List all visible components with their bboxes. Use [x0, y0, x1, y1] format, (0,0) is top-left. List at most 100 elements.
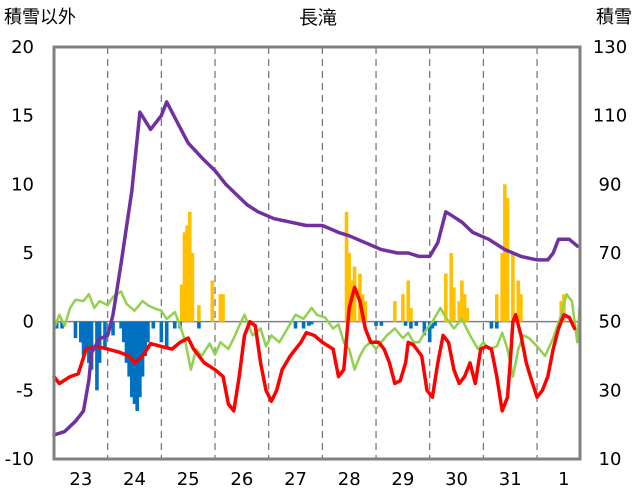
precip-bar — [495, 321, 499, 329]
left-tick-label: 10 — [11, 174, 34, 195]
bars-layer — [54, 184, 566, 411]
left-axis-label: 積雪以外 — [4, 7, 76, 28]
snowfall-bar — [179, 284, 184, 322]
snowfall-bar — [465, 307, 470, 322]
right-tick-label: 110 — [593, 106, 627, 127]
precip-bar — [127, 321, 131, 377]
snowfall-bar — [457, 301, 462, 322]
snowfall-bar — [347, 253, 352, 322]
left-tick-label: 5 — [23, 243, 34, 264]
precip-bar — [97, 321, 102, 363]
precip-bar — [403, 321, 408, 326]
x-tick-label: 30 — [445, 469, 468, 490]
precip-bar — [309, 321, 314, 325]
precip-bar — [119, 321, 123, 329]
plot-frame — [52, 45, 582, 461]
left-tick-label: -5 — [16, 380, 34, 401]
precip-bar — [422, 321, 427, 336]
precip-bar — [111, 321, 115, 336]
snowfall-bar — [519, 294, 523, 322]
snowfall-bar — [218, 294, 223, 322]
snowfall-bar — [449, 253, 453, 322]
snowfall-bar — [511, 253, 515, 322]
snowfall-bar — [460, 280, 464, 322]
x-tick-label: 25 — [177, 469, 200, 490]
snowfall-bar — [500, 253, 504, 322]
snowfall-bar — [462, 294, 467, 322]
precip-bar — [307, 321, 311, 326]
precip-bar — [143, 321, 148, 356]
humidity-line — [52, 290, 582, 378]
precip-bar — [89, 321, 94, 370]
precip-bar — [301, 321, 306, 329]
right-tick-label: 30 — [599, 380, 622, 401]
precip-bar — [430, 321, 435, 329]
snowfall-bar — [185, 225, 189, 322]
left-tick-label: 0 — [23, 312, 34, 333]
precip-bar — [95, 321, 99, 391]
precip-bar — [379, 321, 384, 326]
snowfall-bar — [187, 211, 192, 322]
snowfall-bar — [452, 287, 456, 322]
precip-bar — [124, 321, 129, 363]
x-tick-label: 28 — [338, 469, 361, 490]
x-tick-label: 23 — [69, 469, 92, 490]
precip-bar — [159, 321, 164, 343]
precip-bar — [84, 321, 89, 350]
right-tick-label: 130 — [593, 37, 627, 58]
precip-bar — [79, 321, 83, 343]
precip-bar — [409, 321, 413, 329]
temperature-line — [52, 285, 577, 413]
left-tick-label: -10 — [5, 449, 34, 470]
precip-bar — [60, 321, 64, 329]
precip-bar — [81, 321, 86, 356]
right-tick-label: 70 — [599, 243, 622, 264]
snowfall-bar — [393, 301, 397, 322]
x-tick-label: 24 — [123, 469, 146, 490]
snowfall-bar — [406, 280, 411, 322]
snowfall-bar — [197, 305, 201, 322]
snowfall-bar — [495, 294, 499, 322]
right-tick-label: 90 — [599, 174, 622, 195]
snowfall-bar — [344, 211, 349, 322]
left-tick-label: 15 — [11, 106, 34, 127]
snowfall-bar — [363, 301, 368, 322]
x-tick-label: 31 — [499, 469, 522, 490]
snowfall-bar — [401, 294, 405, 322]
precip-bar — [140, 321, 145, 377]
precip-bar — [489, 321, 494, 329]
right-axis-label: 積雪 — [596, 7, 632, 28]
precip-bar — [135, 321, 139, 411]
precip-bar — [433, 321, 437, 326]
right-tick-label: 10 — [599, 449, 622, 470]
snowfall-bar — [182, 232, 187, 322]
precip-bar — [414, 321, 419, 326]
x-tick-label: 26 — [230, 469, 253, 490]
precip-bar — [121, 321, 126, 343]
snowfall-bar — [505, 198, 510, 322]
x-tick-label: 27 — [284, 469, 307, 490]
precip-bar — [151, 321, 156, 329]
precip-bar — [146, 321, 150, 343]
snowfall-bar — [190, 253, 195, 322]
lines-layer — [52, 100, 582, 437]
left-tick-label: 20 — [11, 37, 34, 58]
snowfall-bar — [503, 184, 507, 322]
precip-bar — [197, 321, 201, 329]
snowfall-bar — [210, 280, 215, 322]
precip-bar — [293, 321, 298, 329]
snowfall-bar — [444, 273, 448, 322]
x-tick-label: 29 — [391, 469, 414, 490]
snowfall-bar — [409, 307, 413, 322]
precip-bar — [172, 321, 177, 329]
snowfall-bar — [221, 294, 225, 322]
precip-bar — [73, 321, 78, 339]
snow-depth-line — [52, 100, 580, 437]
x-tick-label: 1 — [558, 469, 569, 490]
right-tick-label: 50 — [599, 312, 622, 333]
precip-bar — [427, 321, 432, 343]
precip-bar — [164, 321, 169, 350]
snowfall-bar — [516, 280, 521, 322]
